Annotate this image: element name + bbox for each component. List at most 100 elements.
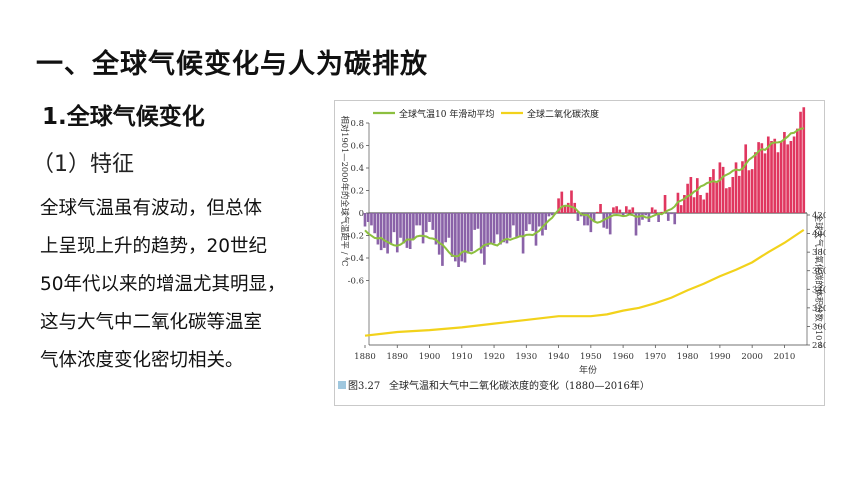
series-lines: [364, 127, 805, 337]
anomaly-bar: [734, 162, 738, 214]
anomaly-bar: [547, 213, 551, 217]
caption-label: 图3.27: [348, 380, 380, 392]
paragraph-line: 全球气温虽有波动，但总体: [40, 198, 263, 219]
anomaly-bar: [412, 213, 415, 239]
anomaly-bar: [634, 213, 638, 236]
legend-label-smooth: 全球气温10 年滑动平均: [399, 108, 494, 120]
anomaly-bar: [605, 213, 609, 229]
anomaly-bar: [741, 161, 744, 213]
paragraph-line: 这与大气中二氧化碳等温室: [40, 312, 263, 333]
y-left-tick-label: -0.4: [348, 254, 364, 264]
paragraph-line: 50年代以来的增温尤其明显，: [40, 274, 286, 295]
x-tick-label: 1970: [645, 352, 667, 362]
anomaly-bar: [395, 213, 399, 253]
anomaly-bar: [518, 213, 522, 236]
x-tick-label: 1980: [677, 352, 699, 362]
anomaly-bar: [570, 190, 573, 213]
y-left-tick-label: -0.2: [348, 232, 364, 242]
anomaly-bar: [586, 213, 589, 226]
tick-labels: 1880 1890 1900 1910 1920 1930 1940 1950 1960 1970…: [348, 119, 826, 362]
anomaly-bar: [673, 213, 677, 225]
anomaly-bar: [621, 213, 625, 217]
anomaly-bar: [728, 187, 731, 214]
anomaly-bar: [799, 111, 802, 213]
anomaly-bar: [473, 213, 477, 230]
anomaly-bar: [779, 141, 783, 213]
anomaly-bar: [718, 162, 722, 214]
anomaly-bar: [670, 213, 673, 215]
anomaly-bar: [566, 202, 570, 214]
anomaly-bar: [499, 213, 502, 245]
anomaly-bar: [657, 213, 660, 222]
x-tick-label: 1990: [709, 352, 731, 362]
anomaly-bar: [666, 213, 670, 221]
anomaly-bar: [695, 178, 699, 214]
anomaly-bar: [608, 213, 612, 235]
anomaly-bar: [747, 170, 751, 213]
x-tick-label: 1920: [483, 352, 505, 362]
subsection-heading: （1）特征: [32, 152, 134, 177]
x-tick-label: 1910: [451, 352, 473, 362]
anomaly-bar: [783, 132, 786, 213]
anomaly-bar: [576, 213, 580, 221]
anomaly-bar: [483, 213, 486, 265]
y-right-tick-label: 360: [812, 267, 826, 277]
anomaly-bar: [712, 169, 715, 214]
anomaly-bar: [405, 213, 409, 248]
anomaly-bar: [370, 213, 373, 226]
y-left-tick-label: 0.4: [350, 164, 364, 174]
anomaly-bar: [373, 213, 377, 234]
y-right-tick-label: 280: [812, 341, 826, 351]
x-tick-label: 2010: [774, 352, 796, 362]
anomaly-bar: [663, 195, 667, 213]
x-tick-label: 1940: [548, 352, 570, 362]
y-right-tick-label: 300: [812, 322, 826, 332]
section-heading: 1.全球气候变化: [42, 104, 205, 130]
anomaly-bar: [424, 213, 428, 233]
anomaly-bars: [363, 107, 806, 267]
anomaly-bar: [776, 152, 780, 213]
y-left-tick-label: 0.6: [350, 142, 364, 152]
anomaly-bar: [744, 144, 748, 214]
anomaly-bar: [521, 213, 525, 254]
anomaly-bar: [721, 166, 725, 214]
anomaly-bar: [502, 213, 506, 243]
y-axis-right-title: 全球大气二氧化碳的体积分数 / 10⁻⁶: [814, 214, 824, 349]
anomaly-bar: [376, 213, 380, 245]
anomaly-bar: [383, 213, 386, 248]
anomaly-bar: [625, 206, 628, 213]
anomaly-bar: [802, 107, 806, 213]
anomaly-bar: [792, 136, 796, 213]
anomaly-bar: [786, 144, 789, 214]
y-left-tick-label: 0: [359, 209, 364, 219]
anomaly-bar: [486, 213, 489, 247]
anomaly-bar: [692, 197, 696, 213]
y-right-tick-label: 420: [812, 211, 826, 221]
anomaly-bar: [789, 141, 793, 213]
anomaly-bar: [763, 153, 767, 214]
y-right-tick-label: 380: [812, 248, 826, 258]
anomaly-bar: [476, 213, 480, 229]
anomaly-bar: [618, 209, 622, 214]
caption-box-icon: [338, 381, 346, 389]
anomaly-bar: [421, 213, 425, 244]
chart-figure: 1880 1890 1900 1910 1920 1930 1940 1950 1960 1970…: [334, 100, 826, 406]
anomaly-bar: [437, 213, 441, 255]
anomaly-bar: [489, 213, 493, 245]
anomaly-bar: [541, 213, 544, 236]
anomaly-bar: [379, 213, 383, 251]
anomaly-bar: [679, 205, 683, 214]
anomaly-bar: [757, 142, 760, 214]
y-axis-left-title: 相对1901—2000年的全球气温距平 / ℃: [340, 116, 350, 267]
anomaly-bar: [515, 213, 518, 238]
y-left-tick-label: -0.6: [348, 277, 364, 287]
anomaly-bar: [660, 211, 664, 214]
x-axis-title: 年份: [579, 364, 597, 376]
anomaly-bar: [389, 213, 393, 244]
anomaly-bar: [754, 152, 757, 213]
co2-line: [364, 228, 805, 337]
anomaly-bar: [715, 182, 718, 214]
anomaly-bar: [386, 213, 389, 254]
anomaly-bar: [495, 213, 499, 235]
x-tick-label: 1930: [515, 352, 537, 362]
